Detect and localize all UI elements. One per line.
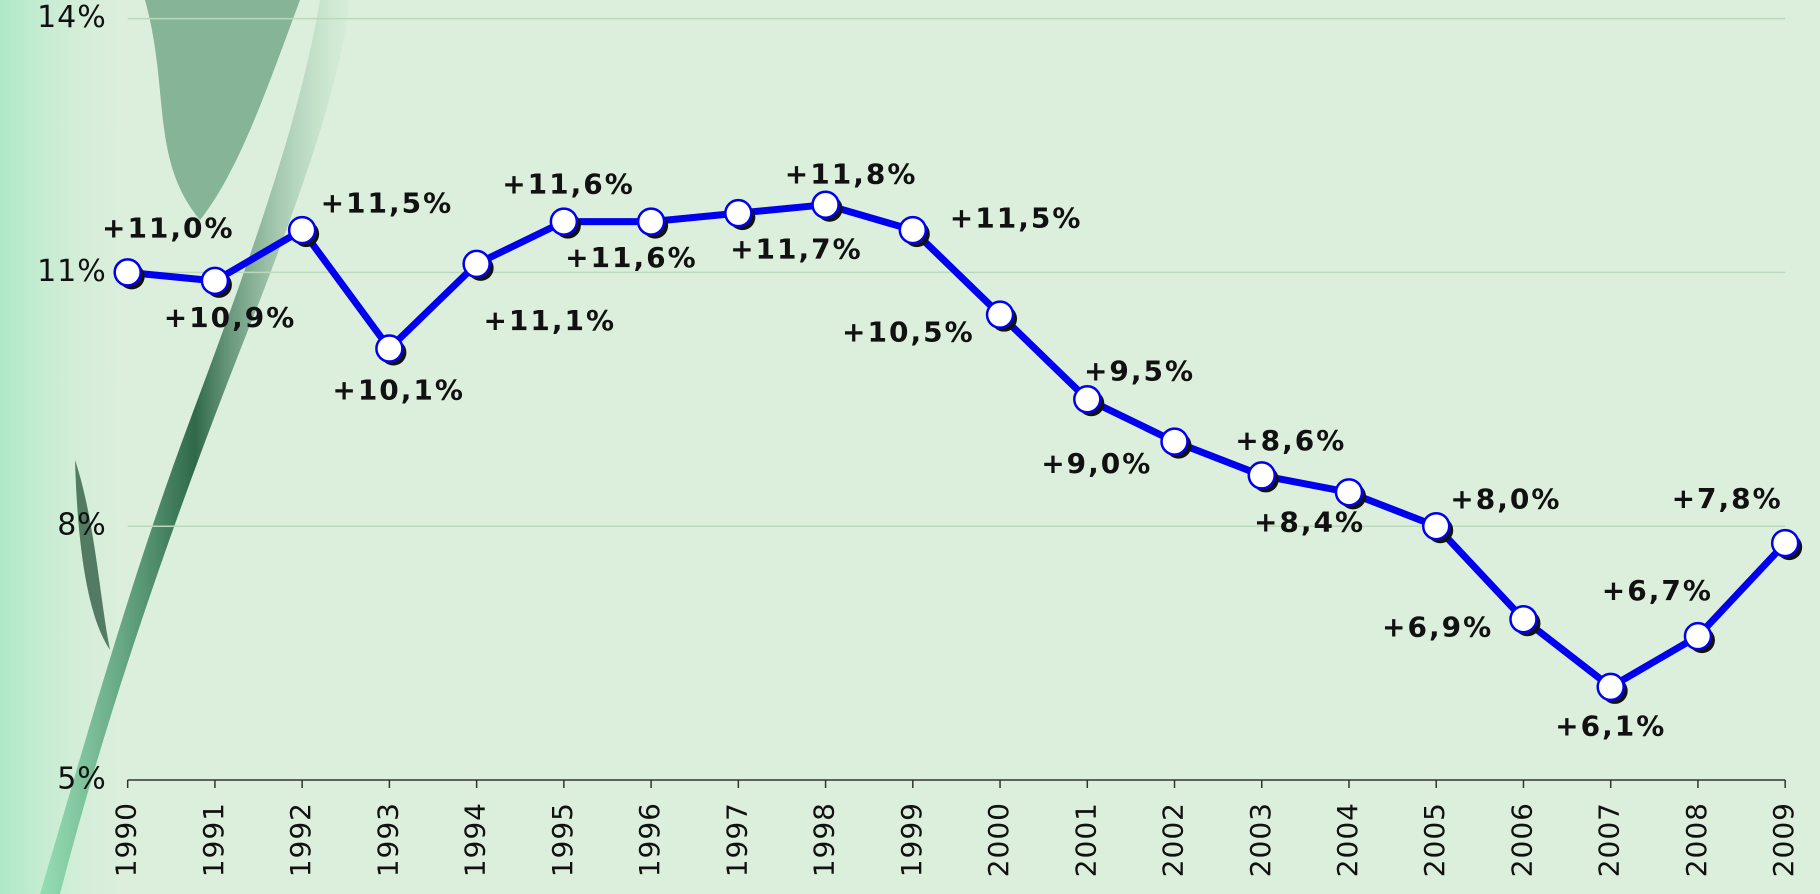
x-tick-label: 1997 bbox=[720, 802, 753, 877]
marker bbox=[1423, 513, 1449, 539]
x-tick-label: 2007 bbox=[1593, 802, 1626, 877]
marker bbox=[551, 209, 577, 235]
x-tick-label: 1996 bbox=[633, 802, 666, 877]
value-label: +11,8% bbox=[785, 158, 918, 191]
marker bbox=[1598, 674, 1624, 700]
x-tick-label: 2001 bbox=[1069, 802, 1102, 877]
value-label: +7,8% bbox=[1672, 482, 1783, 515]
x-tick-label: 1998 bbox=[808, 802, 841, 877]
chart: 5% 8% 11% 14% 1990 1991 1992 1993 1994 1995 1996 19… bbox=[0, 0, 1820, 894]
background-decoration bbox=[0, 0, 350, 894]
marker bbox=[987, 302, 1013, 328]
value-label: +8,6% bbox=[1235, 424, 1346, 457]
x-tick-label: 2008 bbox=[1680, 802, 1713, 877]
value-label: +10,1% bbox=[332, 373, 465, 406]
value-label: +10,5% bbox=[842, 315, 975, 348]
value-label: +11,1% bbox=[483, 304, 616, 337]
marker bbox=[725, 200, 751, 226]
x-tick-label: 2009 bbox=[1767, 802, 1800, 877]
marker bbox=[1510, 606, 1536, 632]
x-tick-label: 2000 bbox=[982, 802, 1015, 877]
value-label: +11,5% bbox=[950, 202, 1083, 235]
marker bbox=[1336, 479, 1362, 505]
y-tick-label: 8% bbox=[57, 508, 107, 543]
y-tick-label: 5% bbox=[57, 762, 107, 797]
marker bbox=[900, 217, 926, 243]
value-label: +9,0% bbox=[1041, 447, 1152, 480]
x-tick-label: 1994 bbox=[459, 802, 492, 877]
marker bbox=[464, 251, 490, 277]
plot: +11,0% +10,9% +11,5% +10,1% +11,1% +11,6% +11,… bbox=[102, 158, 1802, 743]
marker bbox=[376, 336, 402, 362]
x-tick-label: 1990 bbox=[110, 802, 143, 877]
value-label: +6,7% bbox=[1602, 574, 1713, 607]
marker bbox=[202, 268, 228, 294]
x-tick-label: 2004 bbox=[1331, 802, 1364, 877]
marker bbox=[1074, 386, 1100, 412]
x-tick-label: 2005 bbox=[1418, 802, 1451, 877]
value-label: +11,5% bbox=[321, 187, 454, 220]
value-label: +9,5% bbox=[1084, 355, 1195, 388]
marker bbox=[1162, 429, 1188, 455]
marker bbox=[1772, 530, 1798, 556]
value-label: +11,6% bbox=[565, 241, 698, 274]
marker bbox=[638, 209, 664, 235]
x-tick-label: 1992 bbox=[284, 802, 317, 877]
x-tick-label: 2002 bbox=[1157, 802, 1190, 877]
value-label: +11,7% bbox=[730, 232, 863, 265]
value-label: +10,9% bbox=[164, 301, 297, 334]
value-label: +8,0% bbox=[1450, 483, 1561, 516]
value-label: +6,1% bbox=[1555, 710, 1666, 743]
y-tick-label: 14% bbox=[37, 0, 107, 35]
x-tick-label: 2003 bbox=[1244, 802, 1277, 877]
y-tick-label: 11% bbox=[37, 254, 107, 289]
marker bbox=[289, 217, 315, 243]
marker bbox=[1685, 623, 1711, 649]
marker bbox=[1249, 462, 1275, 488]
x-tick-label: 2006 bbox=[1505, 802, 1538, 877]
value-label: +11,0% bbox=[102, 211, 235, 244]
x-tick-label: 1995 bbox=[546, 802, 579, 877]
x-tick-label: 1993 bbox=[371, 802, 404, 877]
x-tick-label: 1991 bbox=[197, 802, 230, 877]
marker bbox=[115, 259, 141, 285]
value-label: +11,6% bbox=[502, 168, 635, 201]
x-tick-label: 1999 bbox=[895, 802, 928, 877]
marker bbox=[813, 192, 839, 218]
value-label: +8,4% bbox=[1254, 506, 1365, 539]
value-label: +6,9% bbox=[1382, 611, 1493, 644]
